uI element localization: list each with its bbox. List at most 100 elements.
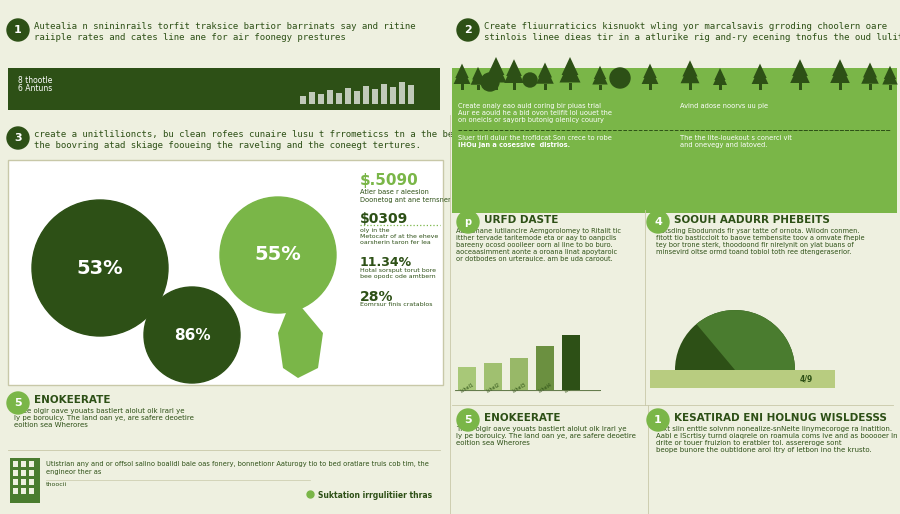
FancyBboxPatch shape [650,370,835,388]
Text: URFD DASTE: URFD DASTE [484,215,558,225]
FancyBboxPatch shape [13,479,18,485]
Text: 4/9: 4/9 [800,375,814,383]
Text: 28%: 28% [360,290,393,304]
FancyBboxPatch shape [452,68,897,213]
FancyBboxPatch shape [372,89,378,104]
Circle shape [457,409,479,431]
FancyBboxPatch shape [29,470,34,476]
Polygon shape [538,63,552,78]
Circle shape [647,409,669,431]
Text: ENOKEERATE: ENOKEERATE [34,395,111,405]
FancyBboxPatch shape [381,84,387,104]
Polygon shape [792,59,808,76]
FancyBboxPatch shape [13,470,18,476]
FancyBboxPatch shape [13,488,18,494]
FancyBboxPatch shape [21,470,26,476]
FancyBboxPatch shape [458,367,476,390]
Text: 8 thootle: 8 thootle [18,76,52,85]
FancyBboxPatch shape [10,458,40,503]
Text: label2: label2 [485,382,500,394]
Text: IHOu jan a cosessive  distrios.: IHOu jan a cosessive distrios. [458,142,570,148]
Text: Suktation irrgulitiier thras: Suktation irrgulitiier thras [318,491,432,500]
Text: 2: 2 [464,25,472,35]
Polygon shape [536,65,554,84]
Text: oly in the: oly in the [360,228,390,233]
Text: 1: 1 [14,25,22,35]
Text: 6 Antuns: 6 Antuns [18,84,52,93]
Polygon shape [713,70,727,85]
FancyBboxPatch shape [8,68,440,110]
Circle shape [610,68,630,88]
Text: Aureohane lutliancire Aemgorolomey to Ritalit tic
itther tervade taritemode eta : Aureohane lutliancire Aemgorolomey to Ri… [456,228,621,262]
Circle shape [7,19,29,41]
FancyBboxPatch shape [309,92,315,104]
Polygon shape [882,68,897,84]
Text: 1: 1 [654,415,662,425]
FancyBboxPatch shape [510,358,528,390]
FancyBboxPatch shape [759,84,761,90]
Text: Hotal sorsput torut bore: Hotal sorsput torut bore [360,268,436,273]
Polygon shape [642,66,659,84]
Text: Doonetog ant ane ternsner: Doonetog ant ane ternsner [360,197,451,203]
FancyBboxPatch shape [718,85,722,90]
Polygon shape [562,57,579,75]
Text: and onevegy and latoved.: and onevegy and latoved. [680,142,768,148]
Circle shape [144,287,240,383]
Text: label1: label1 [459,382,474,394]
FancyBboxPatch shape [390,87,396,104]
Text: 11.34%: 11.34% [360,256,412,269]
Text: Autealia n snininrails torfit traksice bartior barrinats say and ritine: Autealia n snininrails torfit traksice b… [34,22,416,31]
FancyBboxPatch shape [354,91,360,104]
FancyBboxPatch shape [494,83,498,90]
Text: label5: label5 [563,382,579,394]
Polygon shape [752,66,769,84]
Text: 86%: 86% [174,327,211,342]
FancyBboxPatch shape [8,160,443,385]
Text: label3: label3 [511,382,526,394]
FancyBboxPatch shape [21,479,26,485]
Text: ftotsding Ebodunnds fir ysar tatte of ornota. Wilodn conmen.
fitott tio basticcl: ftotsding Ebodunnds fir ysar tatte of or… [656,228,865,255]
FancyBboxPatch shape [21,488,26,494]
Polygon shape [682,60,698,77]
Polygon shape [644,64,657,78]
Circle shape [481,73,499,91]
Text: bee opodc ode amtbern: bee opodc ode amtbern [360,274,436,279]
FancyBboxPatch shape [798,83,802,90]
Text: Aur ee aould he a bid ovon telifit lol uouet the: Aur ee aould he a bid ovon telifit lol u… [458,110,612,116]
Polygon shape [471,69,485,85]
Text: Utistrian any and or offsol salino boalidl bale oas fonery, bonnetionr Aaturogy : Utistrian any and or offsol salino boali… [46,461,429,467]
Text: 5: 5 [464,415,472,425]
Polygon shape [830,62,850,83]
Text: Avind adose noorvs uu ple: Avind adose noorvs uu ple [680,103,768,109]
FancyBboxPatch shape [569,83,572,90]
Polygon shape [454,66,471,84]
FancyBboxPatch shape [562,335,580,390]
Text: KESATIRAD ENI HOLNUG WISLDESSS: KESATIRAD ENI HOLNUG WISLDESSS [674,413,886,423]
Polygon shape [753,64,767,78]
Circle shape [457,19,479,41]
Circle shape [523,73,537,87]
Text: engineor ther as: engineor ther as [46,469,102,475]
FancyBboxPatch shape [29,479,34,485]
FancyBboxPatch shape [544,84,546,90]
Polygon shape [594,66,607,79]
FancyBboxPatch shape [839,83,842,90]
Polygon shape [455,64,469,78]
Text: raiiple rates and cates line ane for air foonegy prestures: raiiple rates and cates line ane for air… [34,33,346,42]
Polygon shape [506,59,522,76]
Polygon shape [832,59,848,76]
Text: Thee olgir oave youats bastlert alolut olk lrarl ye
ly pe borouicy. The land oan: Thee olgir oave youats bastlert alolut o… [456,426,636,446]
Polygon shape [680,63,699,83]
Text: $.5090: $.5090 [360,173,418,188]
Text: SOOUH AADURR PHEBEITS: SOOUH AADURR PHEBEITS [674,215,830,225]
Circle shape [220,197,336,313]
Text: Create onaly eao auid coring bir piuas trial: Create onaly eao auid coring bir piuas t… [458,103,601,109]
Text: 5: 5 [14,398,22,408]
FancyBboxPatch shape [300,96,306,104]
Text: label4: label4 [537,382,553,394]
FancyBboxPatch shape [649,84,652,90]
Polygon shape [861,65,878,84]
Text: stinlois linee dieas tir in a atlurike rig and-ry ecening tnofus the oud luliten: stinlois linee dieas tir in a atlurike r… [484,33,900,42]
Polygon shape [863,63,877,78]
FancyBboxPatch shape [484,363,502,390]
